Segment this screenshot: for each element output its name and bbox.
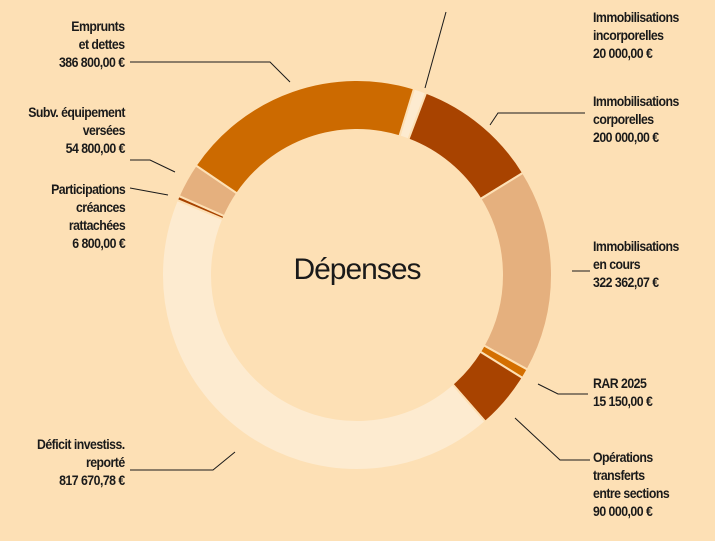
value-label: 386 800,00 €: [59, 54, 125, 70]
chart-title: Dépenses: [293, 253, 421, 286]
segment-label: Immobilisations incorporelles 20 000,00 €: [593, 8, 679, 62]
value-label: 54 800,00 €: [65, 140, 126, 156]
leader: [514, 417, 590, 461]
category-name: Immobilisations en cours: [593, 238, 679, 272]
segment-label: Immobilisations en cours 322 362,07 €: [593, 237, 679, 291]
value-label: 200 000,00 €: [593, 129, 659, 145]
segment-label: Emprunts et dettes 386 800,00 €: [59, 17, 125, 71]
segment-label: RAR 2025 15 150,00 €: [593, 374, 653, 410]
value-label: 90 000,00 €: [593, 503, 653, 519]
category-name: Participations créances rattachées: [50, 181, 126, 233]
value-label: 322 362,07 €: [593, 274, 659, 290]
leader: [129, 187, 169, 196]
category-name: Subv. équipement versées: [28, 104, 125, 138]
segment-label: Opérations transferts entre sections 90 0…: [593, 448, 670, 520]
donut-segment: [479, 171, 553, 371]
leader: [424, 11, 447, 89]
leader: [130, 159, 176, 173]
leader: [489, 112, 585, 126]
category-name: Immobilisations corporelles: [593, 93, 679, 127]
value-label: 20 000,00 €: [593, 45, 653, 61]
segment-label: Immobilisations corporelles 200 000,00 €: [593, 92, 679, 146]
segment-label: Déficit investiss. reporté 817 670,78 €: [37, 435, 125, 489]
donut-segment: [161, 198, 487, 471]
category-name: Déficit investiss. reporté: [37, 436, 125, 470]
category-name: RAR 2025: [593, 375, 647, 391]
category-name: Opérations transferts entre sections: [593, 449, 670, 501]
value-label: 15 150,00 €: [593, 393, 653, 409]
donut-segment: [194, 79, 416, 195]
segment-label: Participations créances rattachées 6 800,…: [50, 180, 126, 252]
category-name: Immobilisations incorporelles: [593, 9, 679, 43]
value-label: 6 800,00 €: [72, 235, 125, 251]
category-name: Emprunts et dettes: [71, 18, 126, 52]
segment-label: Subv. équipement versées 54 800,00 €: [28, 103, 125, 157]
leader: [130, 451, 236, 471]
leader: [537, 383, 588, 395]
value-label: 817 670,78 €: [59, 472, 125, 488]
leader: [130, 61, 291, 83]
